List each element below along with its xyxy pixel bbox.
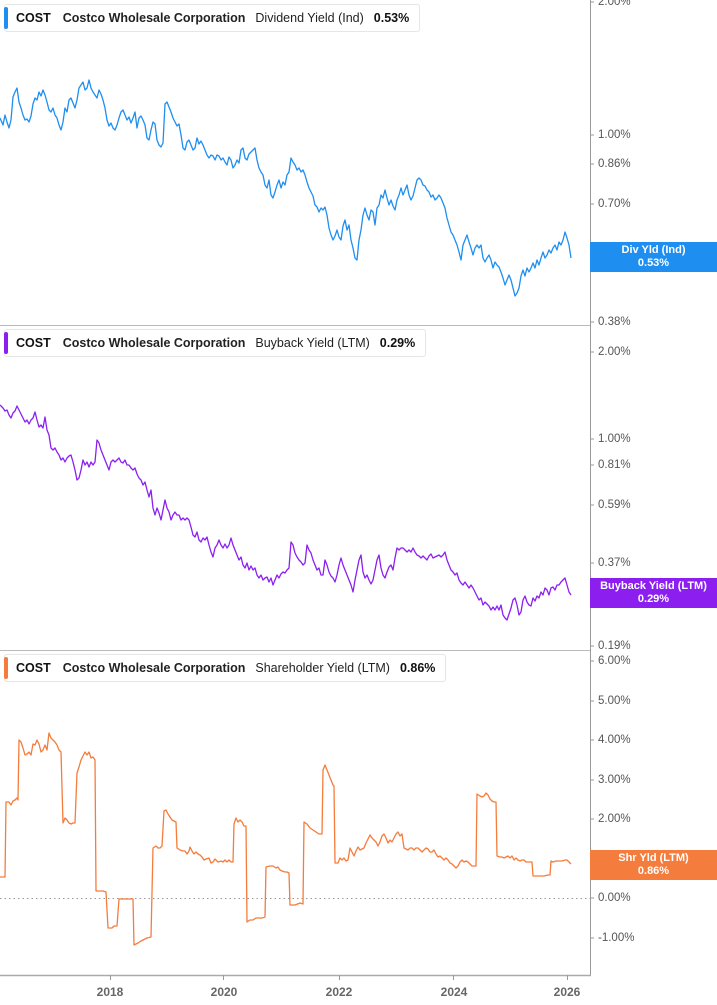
dividend-yield-line: [0, 79, 572, 297]
tag-value: 0.29%: [637, 593, 670, 605]
tag-value: 0.53%: [637, 257, 670, 269]
metric-name: Dividend Yield (Ind): [255, 11, 364, 25]
y-tick-label: 0.86%: [598, 158, 631, 170]
ticker-label: COST: [16, 661, 51, 675]
metric-name: Shareholder Yield (LTM): [255, 661, 390, 675]
company-name: Costco Wholesale Corporation: [62, 336, 246, 350]
tag-label: Buyback Yield (LTM): [600, 580, 707, 592]
y-tick-label: -1.00%: [598, 932, 635, 944]
metric-value: 0.86%: [399, 661, 436, 675]
y-tick-label: 0.37%: [598, 557, 631, 569]
y-tick-label: 0.00%: [598, 892, 631, 904]
x-tick-label: 2022: [325, 985, 353, 999]
y-tick-label: 0.19%: [598, 640, 631, 652]
metric-value: 0.29%: [379, 336, 416, 350]
ticker-label: COST: [16, 336, 51, 350]
current-value-tag-shareholder: Shr Yld (LTM) 0.86%: [590, 850, 717, 880]
company-name: Costco Wholesale Corporation: [62, 661, 246, 675]
current-value-tag-dividend: Div Yld (Ind) 0.53%: [590, 242, 717, 272]
x-axis-ticks: [110, 975, 568, 980]
company-name: Costco Wholesale Corporation: [62, 11, 246, 25]
y-tick-label: 1.00%: [598, 433, 631, 445]
y-axis-ticks: [591, 1, 594, 939]
current-value-tag-buyback: Buyback Yield (LTM) 0.29%: [590, 578, 717, 608]
y-tick-label: 5.00%: [598, 695, 631, 707]
x-tick-label: 2020: [210, 985, 238, 999]
legend-shareholder-yield: COST Costco Wholesale Corporation Shareh…: [4, 654, 447, 682]
y-tick-label: 1.00%: [598, 129, 631, 141]
tag-label: Shr Yld (LTM): [618, 852, 689, 864]
legend-buyback-yield: COST Costco Wholesale Corporation Buybac…: [4, 329, 427, 357]
x-tick-label: 2026: [553, 985, 581, 999]
buyback-yield-line: [0, 404, 572, 621]
ticker-label: COST: [16, 11, 51, 25]
y-tick-label: 2.00%: [598, 0, 631, 8]
x-tick-label: 2024: [440, 985, 468, 999]
metric-name: Buyback Yield (LTM): [255, 336, 370, 350]
series-color-bar: [4, 7, 8, 29]
y-tick-label: 0.38%: [598, 316, 631, 328]
y-tick-label: 2.00%: [598, 813, 631, 825]
tag-value: 0.86%: [637, 865, 670, 877]
y-tick-label: 0.81%: [598, 459, 631, 471]
y-tick-label: 0.70%: [598, 198, 631, 210]
series-color-bar: [4, 332, 8, 354]
x-tick-label: 2018: [96, 985, 124, 999]
legend-dividend-yield: COST Costco Wholesale Corporation Divide…: [4, 4, 421, 32]
metric-value: 0.53%: [373, 11, 410, 25]
tag-label: Div Yld (Ind): [621, 244, 686, 256]
shareholder-yield-line: [0, 732, 572, 946]
series-color-bar: [4, 657, 8, 679]
y-tick-label: 3.00%: [598, 774, 631, 786]
y-tick-label: 0.59%: [598, 499, 631, 511]
y-tick-label: 4.00%: [598, 734, 631, 746]
y-tick-label: 6.00%: [598, 655, 631, 667]
y-tick-label: 2.00%: [598, 346, 631, 358]
